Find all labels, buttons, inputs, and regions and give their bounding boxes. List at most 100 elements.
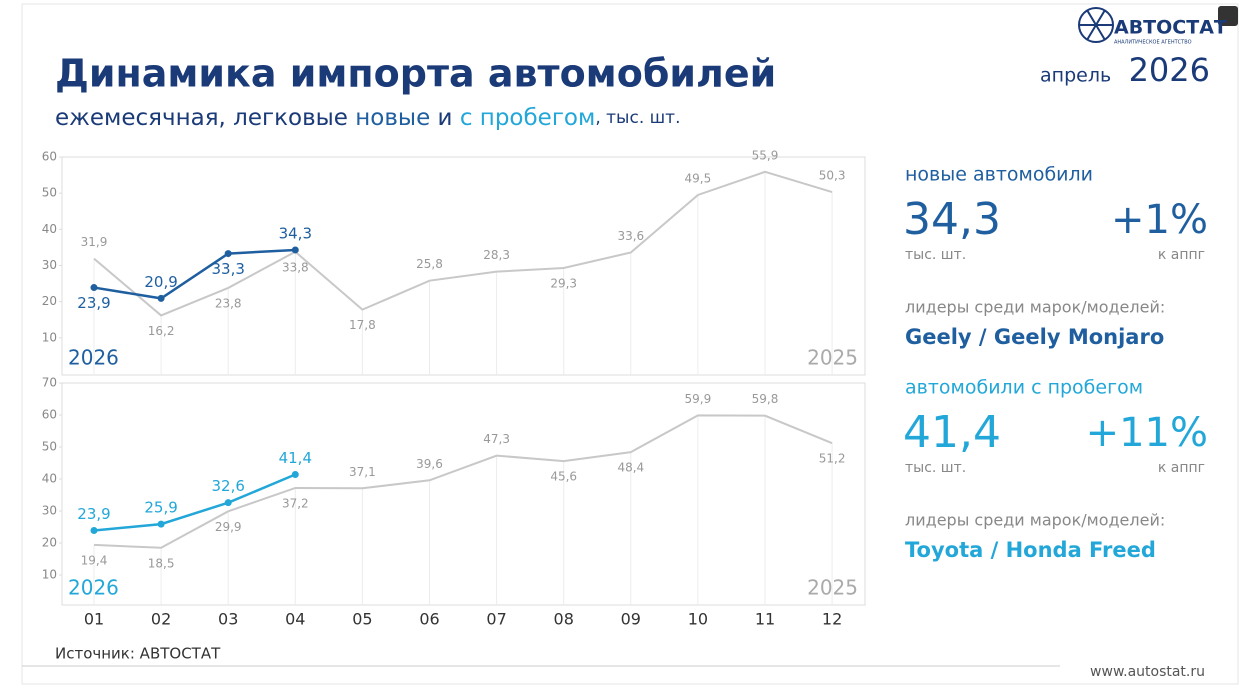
value-label: 23,9 [77, 505, 110, 523]
point [157, 520, 165, 528]
subtitle-part: новые [355, 105, 430, 131]
point [90, 527, 98, 535]
value-label: 48,4 [617, 461, 644, 475]
y-tick-label: 30 [42, 258, 57, 272]
x-tick-label: 08 [554, 610, 574, 629]
url: www.autostat.ru [1090, 664, 1205, 680]
expand-icon[interactable] [1218, 6, 1238, 26]
plot-frame [61, 382, 866, 606]
panel-label: новые автомобили [905, 164, 1093, 186]
x-tick-label: 02 [151, 610, 171, 629]
panel-change-label: к аппг [1158, 460, 1205, 476]
panel-value: 41,4 [903, 407, 1001, 458]
value-label: 29,3 [550, 277, 577, 291]
point [157, 294, 165, 302]
point [90, 284, 98, 292]
value-label: 47,3 [483, 432, 510, 446]
x-tick-label: 11 [755, 610, 775, 629]
value-label: 18,5 [148, 556, 175, 570]
series-line [93, 414, 833, 549]
value-label: 28,3 [483, 248, 510, 262]
panel-value: 34,3 [903, 194, 1001, 245]
x-tick-label: 01 [84, 610, 104, 629]
x-tick-label: 07 [486, 610, 506, 629]
point [224, 499, 232, 507]
value-label: 23,9 [77, 294, 110, 312]
subtitle-part: с пробегом [460, 105, 596, 131]
panel-leaders-label: лидеры среди марок/моделей: [905, 511, 1165, 530]
panel-change: +11% [1086, 410, 1208, 456]
series-name: 2026 [68, 346, 119, 370]
panel-label: автомобили с пробегом [905, 377, 1143, 399]
value-label: 20,9 [144, 273, 177, 291]
series-line [93, 248, 296, 300]
value-label: 37,1 [349, 465, 376, 479]
y-tick-label: 40 [42, 222, 57, 236]
x-tick-label: 04 [285, 610, 305, 629]
subtitle-part: , тыс. шт. [595, 108, 680, 128]
y-tick-label: 20 [42, 294, 57, 308]
report-year: 2026 [1129, 51, 1210, 89]
panel-leaders-label: лидеры среди марок/моделей: [905, 298, 1165, 317]
value-label: 33,6 [617, 229, 644, 243]
source: Источник: АВТОСТАТ [55, 645, 221, 663]
value-label: 51,2 [819, 452, 846, 466]
panel-unit: тыс. шт. [905, 247, 966, 263]
x-tick-label: 06 [419, 610, 439, 629]
logo-name: АВТОСТАТ [1114, 17, 1227, 39]
value-label: 33,3 [211, 260, 244, 278]
x-tick-label: 05 [352, 610, 372, 629]
y-tick-label: 50 [42, 186, 57, 200]
value-label: 45,6 [550, 470, 577, 484]
value-label: 50,3 [819, 169, 846, 183]
value-label: 29,9 [215, 520, 242, 534]
point [291, 246, 299, 254]
y-tick-label: 20 [42, 536, 57, 550]
y-tick-label: 10 [42, 568, 57, 582]
series-name: 2026 [68, 576, 119, 600]
x-tick-label: 03 [218, 610, 238, 629]
value-label: 49,5 [685, 171, 712, 185]
panel-leaders: Geely / Geely Monjaro [905, 325, 1164, 349]
series-line [93, 170, 833, 317]
value-label: 23,8 [215, 296, 242, 310]
series-line [93, 473, 296, 532]
title: Динамика импорта автомобилей [55, 52, 776, 96]
value-label: 32,6 [211, 477, 244, 495]
value-label: 39,6 [416, 457, 443, 471]
y-tick-label: 30 [42, 504, 57, 518]
logo-tagline: АНАЛИТИЧЕСКОЕ АГЕНТСТВО [1114, 40, 1192, 46]
value-label: 31,9 [81, 235, 108, 249]
slide-frame [21, 3, 1239, 685]
y-tick-label: 60 [42, 408, 57, 422]
value-label: 19,4 [81, 553, 108, 567]
y-tick-label: 60 [42, 150, 57, 164]
value-label: 55,9 [752, 148, 779, 162]
subtitle-part: и [430, 105, 460, 131]
panel-change: +1% [1111, 197, 1208, 243]
value-label: 25,8 [416, 257, 443, 271]
value-label: 59,8 [752, 392, 779, 406]
x-tick-label: 09 [621, 610, 641, 629]
logo: АВТОСТАТ АНАЛИТИЧЕСКОЕ АГЕНТСТВО [1078, 7, 1227, 46]
panel-unit: тыс. шт. [905, 460, 966, 476]
subtitle-part: ежемесячная, легковые [55, 105, 355, 131]
value-label: 59,9 [685, 392, 712, 406]
value-label: 34,3 [279, 224, 312, 242]
y-tick-label: 10 [42, 330, 57, 344]
value-label: 17,8 [349, 318, 376, 332]
x-tick-label: 12 [822, 610, 842, 629]
value-label: 25,9 [144, 499, 177, 517]
value-label: 16,2 [148, 324, 175, 338]
report-month: апрель [1040, 65, 1111, 87]
y-tick-label: 70 [42, 376, 57, 390]
y-tick-label: 50 [42, 440, 57, 454]
value-label: 41,4 [279, 449, 312, 467]
y-tick-label: 40 [42, 472, 57, 486]
value-label: 33,8 [282, 260, 309, 274]
x-tick-label: 10 [688, 610, 708, 629]
value-label: 37,2 [282, 496, 309, 510]
panel-change-label: к аппг [1158, 247, 1205, 263]
